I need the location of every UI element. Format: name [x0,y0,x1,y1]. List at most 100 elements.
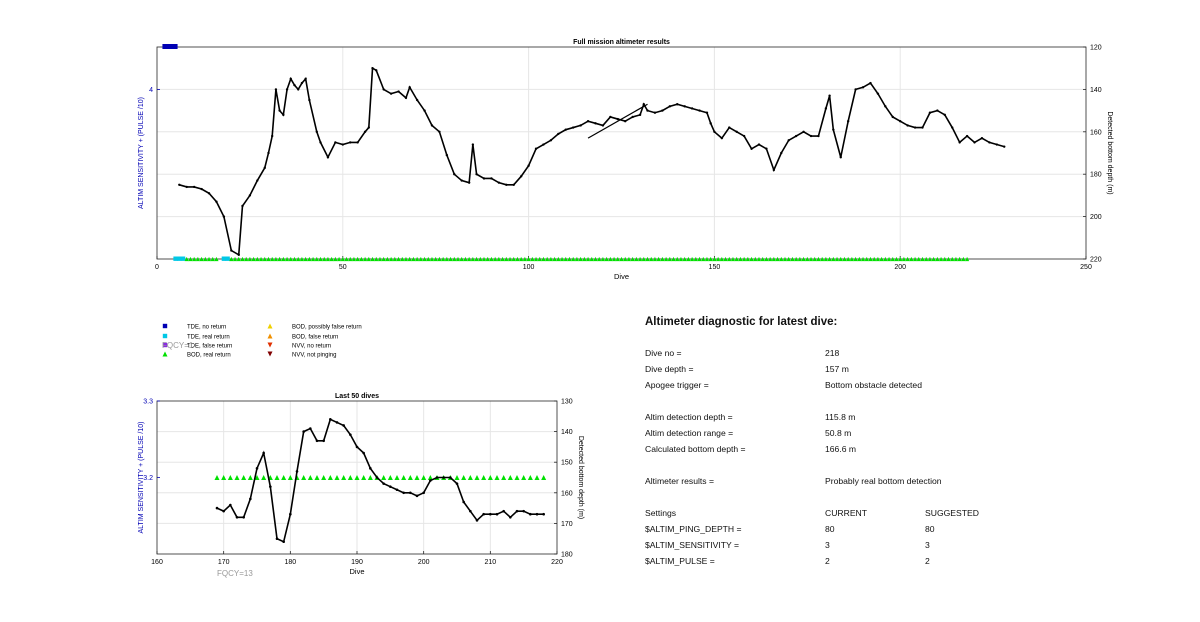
marker-bod-real-return [890,256,895,262]
data-point [215,200,218,203]
data-point [335,421,339,424]
diag-value: Bottom obstacle detected [825,380,922,390]
data-point [349,141,352,144]
data-point [906,124,909,127]
diag-value: Probably real bottom detection [825,476,942,486]
marker-bod-real-return [288,256,293,262]
marker-bod-real-return [827,256,832,262]
data-point [375,476,379,479]
marker-bod-real-return [548,256,553,262]
data-point [285,88,289,91]
marker-bod-real-return [251,256,256,262]
setting-current: 80 [825,524,835,534]
data-point [275,537,279,540]
marker-bod-real-return [351,256,357,262]
data-point [757,143,761,146]
marker-bod-real-return [745,256,750,262]
marker-bod-real-return [314,475,320,480]
data-point [263,166,266,170]
data-point [304,77,307,81]
data-point [445,153,449,157]
data-point [375,69,378,72]
settings-label: Settings [645,508,677,518]
marker-bod-real-return [753,256,758,262]
data-point [222,215,226,218]
x-axis-label: Dive [614,272,629,281]
legend-label: BOD, possibly false return [292,324,362,330]
y-left-tick-label: 3.2 [143,475,153,482]
marker-bod-real-return [604,256,609,262]
data-point [235,515,239,519]
marker-bod-real-return [656,256,661,262]
marker-bod-real-return [511,256,516,262]
marker-bod-real-return [385,256,390,262]
data-point [438,130,441,133]
data-point [943,113,946,117]
y-right-tick-label: 200 [1090,214,1102,221]
marker-bod-real-return [437,256,442,262]
marker-bod-real-return [912,256,918,262]
marker-bod-real-return [920,256,925,262]
data-point [899,120,902,123]
marker-bod-real-return [842,256,847,262]
legend-marker [162,351,168,357]
marker-bod-real-return [716,256,721,262]
marker-bod-real-return [953,256,959,262]
data-point [534,147,538,150]
settings-current-header: CURRENT [825,508,868,518]
legend-marker [267,333,273,339]
marker-bod-real-return [307,475,313,480]
data-point [334,141,337,144]
marker-bod-real-return [281,475,287,480]
data-point [222,509,225,513]
data-point [522,509,525,513]
fqcy-label: FQCY=13 [217,569,253,578]
marker-bod-real-return [333,256,338,262]
marker-bod-real-return [274,475,280,480]
marker-tde-real-return [225,256,230,261]
data-point [515,509,519,513]
data-point [735,130,738,133]
y-right-axis-label: Detected bottom depth (m) [577,436,584,519]
marker-bod-real-return [964,256,970,262]
marker-bod-real-return [541,475,547,480]
marker-bod-real-return [441,256,446,262]
marker-bod-real-return [938,256,944,262]
marker-bod-real-return [266,256,271,262]
marker-bod-real-return [924,256,929,262]
marker-bod-real-return [771,256,776,262]
marker-bod-real-return [299,256,305,262]
marker-bod-real-return [534,475,540,480]
marker-bod-real-return [426,256,431,262]
marker-bod-real-return [779,256,784,262]
series-segment [587,103,648,139]
y-left-axis-label: ALTIM SENSITIVITY + (PULSE /10) [138,422,145,534]
marker-bod-real-return [496,256,501,262]
marker-bod-real-return [354,475,360,480]
data-point [535,512,539,516]
marker-bod-real-return [381,256,386,262]
diag-value: 218 [825,348,840,358]
marker-bod-real-return [872,256,877,262]
y-right-tick-label: 140 [561,429,573,436]
marker-bod-real-return [467,475,473,480]
x-tick-label: 50 [339,264,347,271]
data-point [356,141,359,144]
marker-bod-real-return [452,256,457,262]
marker-bod-real-return [946,256,951,262]
data-point [609,115,612,119]
marker-bod-real-return [347,475,353,480]
data-point [846,120,850,123]
data-point [995,143,999,146]
y-right-tick-label: 160 [561,490,573,497]
data-point [322,439,325,443]
x-tick-label: 190 [351,559,363,566]
data-point [579,124,582,127]
marker-bod-real-return [879,256,884,262]
marker-bod-real-return [760,256,765,262]
data-point [341,143,344,146]
marker-bod-real-return [481,475,487,480]
data-point [698,109,701,112]
data-point [382,88,385,91]
marker-bod-real-return [541,256,546,262]
